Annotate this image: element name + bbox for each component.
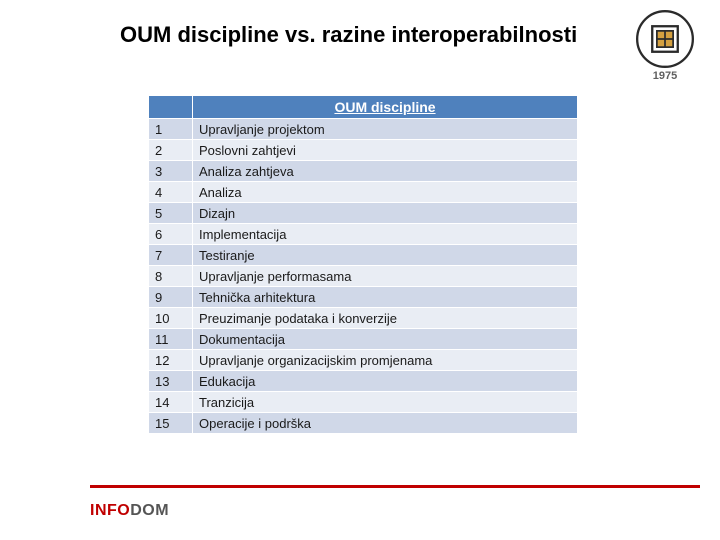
row-label: Implementacija	[193, 224, 578, 245]
row-number: 3	[149, 161, 193, 182]
table-header-row: OUM discipline	[149, 96, 578, 119]
row-number: 11	[149, 329, 193, 350]
row-number: 2	[149, 140, 193, 161]
footer-divider	[90, 485, 700, 488]
table-row: 15Operacije i podrška	[149, 413, 578, 434]
logo-year: 1975	[630, 70, 700, 82]
table-row: 10Preuzimanje podataka i konverzije	[149, 308, 578, 329]
row-number: 12	[149, 350, 193, 371]
org-logo: 1975	[630, 10, 700, 82]
table-header-label: OUM discipline	[193, 96, 578, 119]
row-number: 8	[149, 266, 193, 287]
table-row: 9Tehnička arhitektura	[149, 287, 578, 308]
row-number: 5	[149, 203, 193, 224]
table-row: 12Upravljanje organizacijskim promjenama	[149, 350, 578, 371]
row-label: Dizajn	[193, 203, 578, 224]
footer-brand-left: INFO	[90, 502, 130, 519]
row-label: Operacije i podrška	[193, 413, 578, 434]
row-label: Upravljanje organizacijskim promjenama	[193, 350, 578, 371]
table-row: 1Upravljanje projektom	[149, 119, 578, 140]
table-row: 3Analiza zahtjeva	[149, 161, 578, 182]
hiz-logo-icon	[636, 10, 694, 68]
table-row: 8Upravljanje performasama	[149, 266, 578, 287]
row-number: 9	[149, 287, 193, 308]
table-row: 13Edukacija	[149, 371, 578, 392]
footer-brand-right: DOM	[130, 502, 169, 519]
row-number: 15	[149, 413, 193, 434]
row-label: Poslovni zahtjevi	[193, 140, 578, 161]
row-number: 14	[149, 392, 193, 413]
table-row: 5Dizajn	[149, 203, 578, 224]
table-row: 2Poslovni zahtjevi	[149, 140, 578, 161]
table-row: 6Implementacija	[149, 224, 578, 245]
row-label: Analiza	[193, 182, 578, 203]
slide-title: OUM discipline vs. razine interoperabiln…	[120, 22, 577, 48]
table-header-num	[149, 96, 193, 119]
row-number: 10	[149, 308, 193, 329]
table-row: 4Analiza	[149, 182, 578, 203]
row-label: Upravljanje projektom	[193, 119, 578, 140]
row-label: Analiza zahtjeva	[193, 161, 578, 182]
table-row: 14Tranzicija	[149, 392, 578, 413]
row-number: 4	[149, 182, 193, 203]
row-label: Dokumentacija	[193, 329, 578, 350]
row-label: Edukacija	[193, 371, 578, 392]
row-label: Testiranje	[193, 245, 578, 266]
table-row: 11Dokumentacija	[149, 329, 578, 350]
row-label: Tehnička arhitektura	[193, 287, 578, 308]
row-label: Tranzicija	[193, 392, 578, 413]
row-number: 7	[149, 245, 193, 266]
row-number: 1	[149, 119, 193, 140]
table-row: 7Testiranje	[149, 245, 578, 266]
footer-brand: INFODOM	[90, 502, 169, 520]
row-number: 6	[149, 224, 193, 245]
row-number: 13	[149, 371, 193, 392]
discipline-table: OUM discipline 1Upravljanje projektom2Po…	[148, 95, 578, 434]
row-label: Preuzimanje podataka i konverzije	[193, 308, 578, 329]
row-label: Upravljanje performasama	[193, 266, 578, 287]
